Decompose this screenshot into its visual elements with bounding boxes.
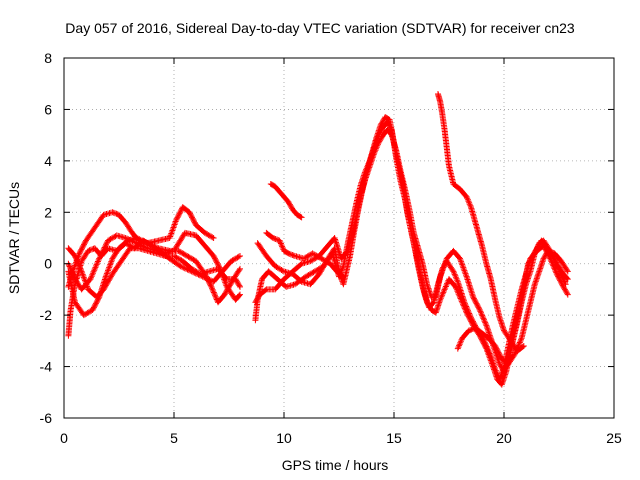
series-markers: [263, 229, 347, 280]
x-tick-label: 5: [170, 430, 178, 446]
plot-frame: [63, 57, 615, 419]
y-tick-label: -2: [40, 307, 53, 323]
y-tick-label: 0: [44, 256, 52, 272]
series-track-10: [267, 181, 305, 221]
x-tick-label: 10: [276, 430, 292, 446]
series-track-12: [454, 247, 571, 367]
y-tick-label: -6: [40, 410, 53, 426]
series-markers: [454, 247, 571, 367]
y-tick-label: -4: [40, 359, 53, 375]
data-marks: [65, 91, 571, 388]
y-tick-label: 6: [44, 101, 52, 117]
series-track-11: [435, 91, 527, 355]
y-tick-label: 4: [44, 153, 52, 169]
x-tick-label: 0: [60, 430, 68, 446]
x-tick-label: 20: [496, 430, 512, 446]
series-markers: [267, 181, 305, 221]
x-tick-label: 25: [606, 430, 622, 446]
series-track-9: [263, 229, 347, 280]
x-axis-label: GPS time / hours: [282, 457, 389, 473]
x-tick-label: 15: [386, 430, 402, 446]
axis-ticks: 0 5 10 15 20 25 -6 -4 -2 0 2 4 6 8: [40, 50, 622, 446]
chart-title: Day 057 of 2016, Sidereal Day-to-day VTE…: [65, 20, 575, 36]
y-tick-label: 8: [44, 50, 52, 66]
grid: [64, 58, 614, 418]
series-markers: [435, 91, 527, 355]
y-axis-label: SDTVAR / TECUs: [6, 182, 22, 294]
y-tick-label: 2: [44, 204, 52, 220]
